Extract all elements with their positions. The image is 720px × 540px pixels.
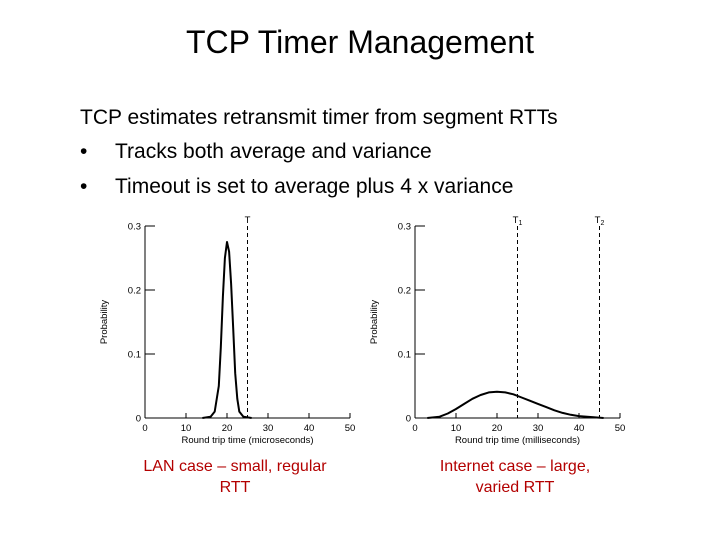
threshold-label: T1 <box>513 215 523 227</box>
y-tick-label: 0 <box>406 414 411 425</box>
x-tick-label: 20 <box>492 423 503 434</box>
x-axis-label: Round trip time (microseconds) <box>182 435 314 446</box>
x-tick-label: 10 <box>181 423 192 434</box>
y-tick-label: 0.3 <box>398 222 411 233</box>
threshold-subscript: 1 <box>518 220 522 227</box>
distribution-curve <box>427 390 604 419</box>
lan-rtt-chart: 0 0.1 0.2 0.3 0 10 20 30 40 50 Round trip time (mi… <box>99 215 356 446</box>
x-tick-label: 30 <box>263 423 274 434</box>
y-tick-label: 0.2 <box>128 286 141 297</box>
y-tick-label: 0.1 <box>128 350 141 361</box>
x-axis-label: Round trip time (milliseconds) <box>455 435 580 446</box>
y-tick-label: 0.3 <box>128 222 141 233</box>
bullet-text: Timeout is set to average plus 4 x varia… <box>115 175 514 198</box>
x-tick-label: 0 <box>412 423 417 434</box>
distribution-curve <box>202 241 252 419</box>
internet-caption: Internet case – large, varied RTT <box>439 458 591 496</box>
threshold-subscript: 2 <box>600 220 604 227</box>
x-tick-label: 20 <box>222 423 233 434</box>
x-tick-label: 40 <box>304 423 315 434</box>
x-tick-label: 0 <box>142 423 147 434</box>
y-tick-label: 0 <box>136 414 141 425</box>
lan-caption: LAN case – small, regular RTT <box>143 458 327 496</box>
x-tick-label: 10 <box>451 423 462 434</box>
y-tick-label: 0.2 <box>398 286 411 297</box>
y-axis-label: Probability <box>369 300 380 345</box>
intro-text: TCP estimates retransmit timer from segm… <box>80 106 558 129</box>
slide-title: TCP Timer Management <box>186 24 534 60</box>
x-tick-label: 30 <box>533 423 544 434</box>
x-tick-label: 50 <box>345 423 356 434</box>
internet-rtt-chart: 0 0.1 0.2 0.3 0 10 20 30 40 50 Round trip time (mi… <box>369 215 626 446</box>
y-axis-label: Probability <box>99 300 110 345</box>
bullet-icon: • <box>80 175 88 198</box>
x-tick-label: 50 <box>615 423 626 434</box>
bullet-icon: • <box>80 140 88 163</box>
y-tick-label: 0.1 <box>398 350 411 361</box>
threshold-label: T <box>245 215 251 226</box>
x-tick-label: 40 <box>574 423 585 434</box>
threshold-label: T2 <box>595 215 605 227</box>
bullet-text: Tracks both average and variance <box>115 140 432 163</box>
